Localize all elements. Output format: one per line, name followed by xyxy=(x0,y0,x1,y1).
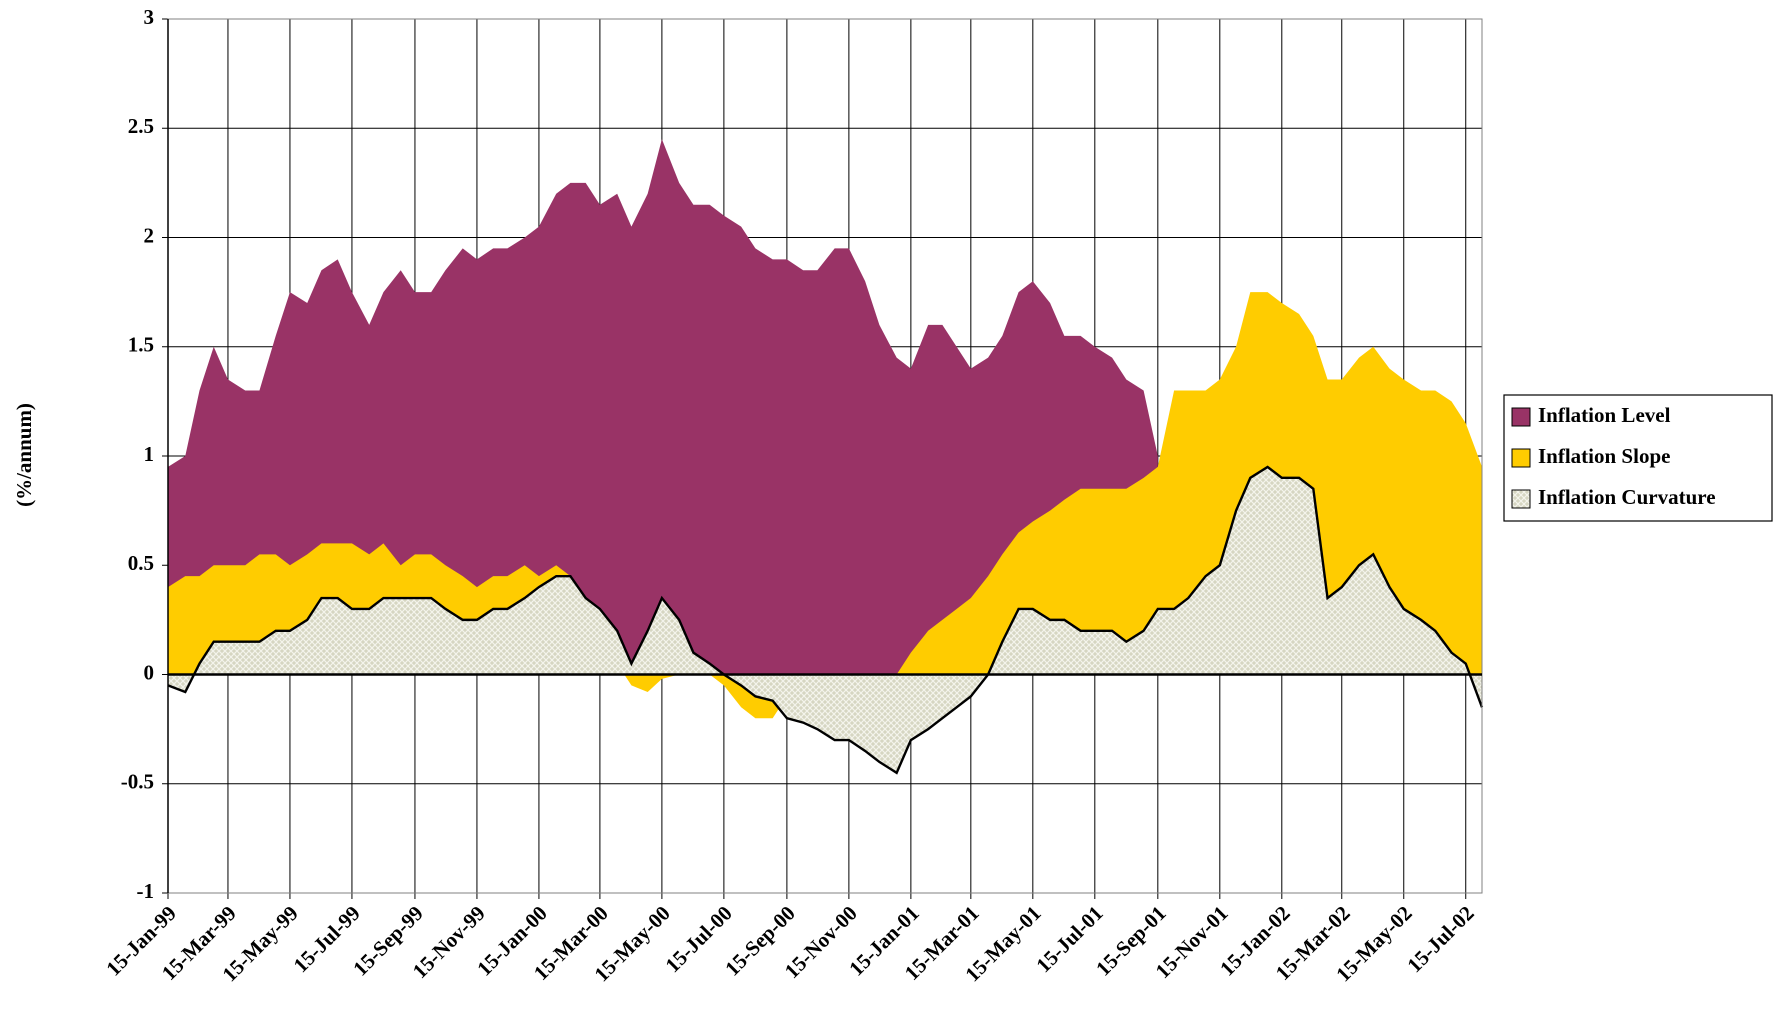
y-tick-label: 0.5 xyxy=(128,551,154,575)
legend-swatch xyxy=(1511,448,1531,468)
legend-box xyxy=(1503,394,1773,522)
legend-swatch xyxy=(1511,489,1531,509)
area xyxy=(168,139,1158,675)
y-tick-label: -1 xyxy=(137,879,155,903)
y-tick-label: -0.5 xyxy=(121,770,154,794)
legend-label: Inflation Level xyxy=(1538,403,1671,427)
y-axis-label: (%/annum) xyxy=(12,403,36,507)
y-tick-label: 0 xyxy=(144,660,155,684)
legend-label: Inflation Slope xyxy=(1538,444,1670,468)
area xyxy=(168,466,1482,773)
legend-label: Inflation Curvature xyxy=(1538,485,1716,509)
legend: Inflation Level Inflation Slope Inflation … xyxy=(1503,394,1773,522)
line xyxy=(167,465,1484,775)
legend-swatch xyxy=(1511,407,1531,427)
series xyxy=(167,139,1484,775)
y-tick-label: 1.5 xyxy=(128,333,154,357)
y-tick-label: 2.5 xyxy=(128,114,154,138)
x-tick-label: 15-Jul-02 xyxy=(1402,901,1478,977)
y-tick-label: 2 xyxy=(144,223,155,247)
y-tick-label: 1 xyxy=(144,442,155,466)
y-tick-label: 3 xyxy=(144,5,155,29)
